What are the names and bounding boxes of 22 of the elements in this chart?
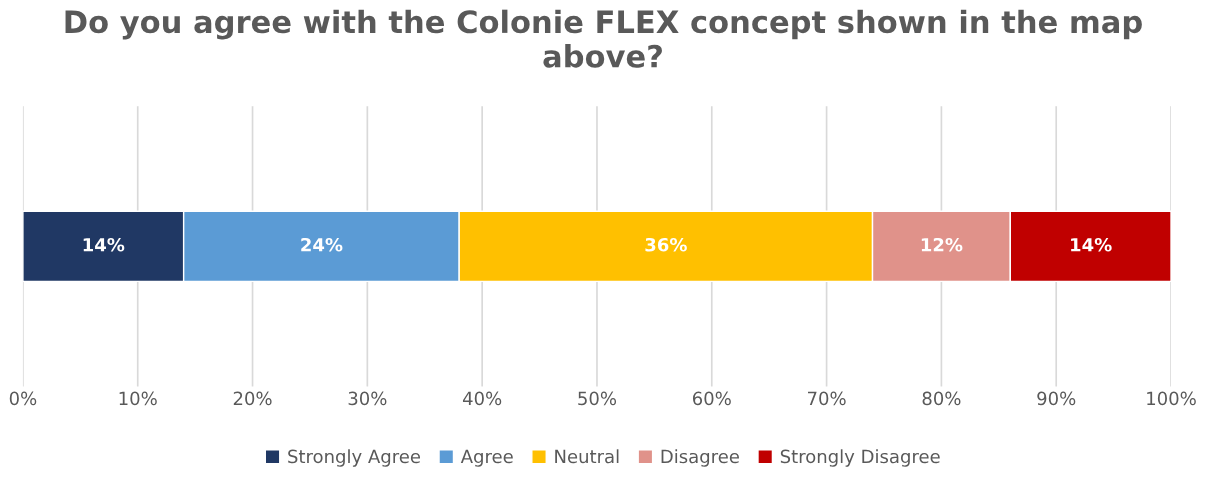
chart-title: Do you agree with the Colonie FLEX concept shown in the map above? (65, 9, 1142, 68)
data-label: 14% (83, 237, 125, 252)
x-tick-label: 0% (9, 391, 37, 406)
x-tick-label: 20% (233, 391, 272, 406)
legend-label: Strongly Agree (288, 449, 421, 467)
x-tick-label: 80% (922, 391, 961, 406)
x-tick-label: 50% (578, 391, 617, 406)
x-tick-label: 30% (348, 391, 387, 406)
legend-label: Agree (460, 449, 513, 467)
x-tick-label: 100% (1147, 391, 1196, 406)
x-tick-label: 90% (1037, 391, 1076, 406)
data-label: 12% (921, 237, 963, 252)
legend-label: Strongly Disagree (780, 449, 940, 467)
data-label: 36% (645, 237, 687, 252)
legend-label: Disagree (661, 449, 739, 467)
x-tick-label: 10% (119, 391, 157, 406)
x-tick-label: 40% (462, 391, 502, 406)
x-tick-label: 60% (692, 391, 731, 406)
data-label: 14% (1071, 237, 1112, 252)
legend-label: Neutral (555, 449, 619, 464)
data-label: 24% (301, 237, 343, 252)
x-tick-label: 70% (808, 391, 846, 406)
